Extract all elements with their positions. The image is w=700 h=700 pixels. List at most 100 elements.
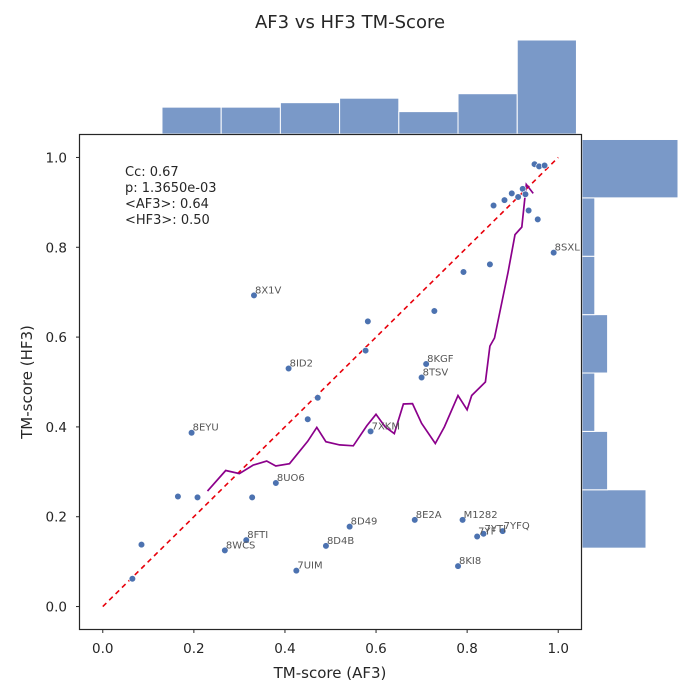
x-hist-bar: [398, 111, 459, 135]
stat-cc: Cc: 0.67: [125, 165, 179, 180]
point-label: 7UIM: [297, 561, 322, 572]
point-label: 7YF: [478, 526, 496, 537]
x-axis-label: TM-score (AF3): [273, 664, 387, 682]
x-tick-label: 0.2: [183, 641, 204, 657]
y-axis-ticks: 0.0 0.2 0.4 0.6 0.8 1.0: [46, 150, 80, 616]
y-axis-label: TM-score (HF3): [18, 325, 36, 440]
point-label: 7XKM: [372, 421, 400, 432]
scatter-point: [500, 196, 509, 204]
scatter-point: [458, 516, 467, 524]
scatter-point: [521, 190, 530, 198]
scatter-point: [221, 546, 229, 555]
scatter-point: [250, 291, 258, 299]
scatter-point: [514, 193, 522, 201]
scatter-point: [137, 540, 146, 549]
chart-title: AF3 vs HF3 TM-Score: [255, 12, 445, 33]
y-tick-label: 0.6: [46, 330, 67, 346]
scatter-point: [193, 493, 202, 502]
scatter-point: [479, 530, 488, 538]
point-label: 8D4B: [327, 536, 354, 547]
scatter-point: [128, 575, 136, 583]
stats-annotation: Cc: 0.67 p: 1.3650e-03 <AF3>: 0.64 <HF3>…: [125, 165, 216, 228]
stat-af3-mean: <AF3>: 0.64: [125, 197, 209, 212]
point-label: 8WCS: [226, 540, 256, 551]
scatter-point: [540, 161, 549, 170]
scatter-point: [525, 206, 533, 215]
x-axis-ticks: 0.0 0.2 0.4 0.6 0.8 1.0: [92, 629, 569, 657]
point-label: 8ID2: [290, 359, 313, 370]
identity-diagonal-line: [102, 156, 559, 608]
y-tick-label: 0.2: [46, 510, 67, 526]
point-label: 7YFQ: [504, 521, 530, 532]
point-label: 8KGF: [427, 354, 454, 365]
point-label: M1282: [464, 510, 498, 521]
scatter-point: [361, 346, 370, 355]
scatter-point: [346, 523, 354, 531]
scatter-point: [417, 373, 426, 382]
scatter-point: [489, 201, 498, 210]
point-label: 8KI8: [459, 556, 481, 567]
scatter-point: [314, 394, 322, 402]
scatter-point: [430, 307, 438, 315]
trend-line: [206, 182, 534, 492]
x-marginal-histogram: [161, 39, 577, 135]
point-label: 8TSV: [423, 368, 449, 379]
scatter-point: [284, 364, 293, 373]
scatter-point: [473, 532, 481, 541]
point-label: 8X1V: [255, 285, 282, 296]
stat-hf3-mean: <HF3>: 0.50: [125, 213, 210, 228]
x-hist-bar: [279, 102, 341, 135]
scatter-point: [499, 527, 507, 535]
point-label: 8SXL: [555, 243, 581, 254]
y-hist-bar: [581, 372, 596, 432]
scatter-point: [411, 516, 419, 524]
y-hist-bar: [581, 255, 596, 316]
x-tick-label: 1.0: [547, 641, 568, 657]
scatter-point: [364, 317, 372, 325]
y-hist-bar: [581, 314, 609, 374]
plot-frame: [78, 133, 583, 631]
stat-p: p: 1.3650e-03: [125, 181, 216, 196]
point-label: 7YTI: [485, 524, 507, 535]
x-hist-bar: [220, 106, 281, 135]
y-hist-bar: [581, 197, 596, 257]
x-hist-bar: [457, 93, 518, 135]
x-tick-label: 0.4: [274, 641, 295, 657]
y-tick-label: 0.4: [46, 420, 67, 436]
scatter-point: [292, 567, 300, 575]
y-tick-label: 0.8: [46, 240, 67, 256]
y-tick-label: 0.0: [46, 600, 67, 616]
scatter-point: [486, 260, 494, 268]
y-hist-bar: [581, 138, 679, 199]
scatter-point: [248, 493, 256, 502]
x-tick-label: 0.6: [365, 641, 386, 657]
y-hist-bar: [581, 489, 647, 549]
x-hist-bar: [516, 39, 577, 135]
point-label: 8EYU: [193, 423, 219, 434]
point-label: 8E2A: [416, 510, 442, 521]
scatter-point: [459, 268, 468, 276]
x-tick-label: 0.0: [92, 641, 113, 657]
scatter-point: [242, 536, 250, 544]
scatter-point: [454, 562, 462, 570]
scatter-point: [422, 360, 430, 368]
scatter-point: [366, 427, 375, 436]
scatter-point: [534, 215, 542, 224]
scatter-point: [272, 479, 280, 487]
scatter-point: [174, 492, 182, 501]
y-marginal-histogram: [581, 138, 679, 549]
scatter-point: [550, 249, 558, 257]
x-tick-label: 0.8: [456, 641, 477, 657]
point-label: 8UO6: [277, 473, 305, 484]
scatter-point: [304, 415, 312, 423]
x-hist-bar: [161, 106, 222, 135]
y-hist-bar: [581, 430, 609, 491]
scatter-point: [187, 429, 196, 437]
x-hist-bar: [339, 97, 400, 135]
scatter-points: [128, 160, 558, 583]
y-tick-label: 1.0: [46, 150, 67, 166]
point-label: 8D49: [351, 517, 378, 528]
point-label: 8FTI: [247, 530, 268, 541]
